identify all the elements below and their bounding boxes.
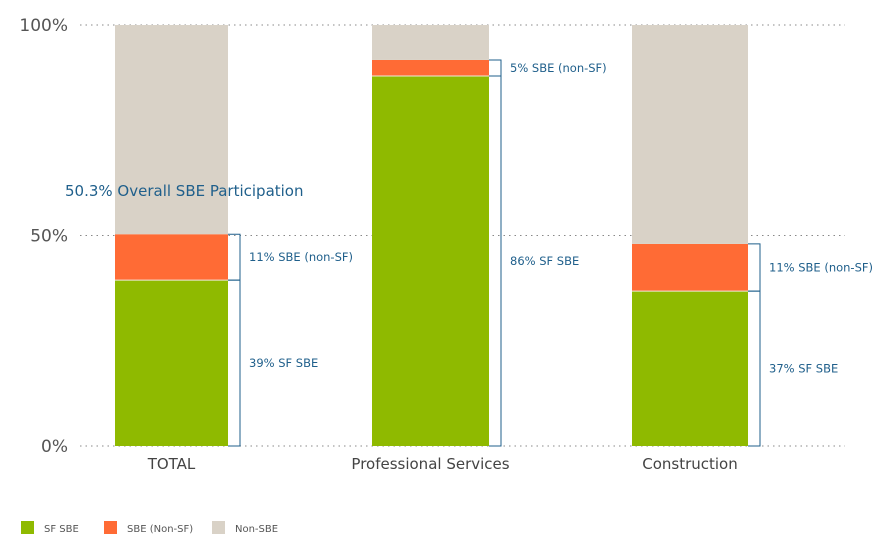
legend-label: SBE (Non-SF)	[127, 524, 193, 535]
legend-swatch	[21, 521, 34, 534]
y-tick-label: 100%	[19, 16, 68, 36]
bar-segment-sf-sbe	[372, 75, 489, 446]
nonsf-bracket-label: 11% SBE (non-SF)	[769, 260, 873, 274]
bar-segment-sbe-non-sf-	[632, 243, 748, 292]
y-tick-label: 0%	[41, 437, 68, 457]
bar-segment-sf-sbe	[115, 280, 228, 446]
category-label: Professional Services	[351, 455, 509, 473]
nonsf-bracket-label: 11% SBE (non-SF)	[249, 250, 353, 264]
sf-bracket-label: 86% SF SBE	[510, 254, 579, 268]
category-label: TOTAL	[147, 455, 196, 473]
bar-segment-non-sbe	[372, 25, 489, 60]
sf-bracket	[489, 75, 502, 447]
sf-bracket	[228, 279, 241, 447]
overall-annotation: 50.3% Overall SBE Participation	[65, 182, 304, 200]
bar-segment-sbe-non-sf-	[115, 234, 228, 281]
legend-label: Non-SBE	[235, 524, 278, 535]
category-label: Construction	[642, 455, 738, 473]
sf-bracket-label: 39% SF SBE	[249, 356, 318, 370]
bar-segment-non-sbe	[115, 25, 228, 235]
sf-bracket-label: 37% SF SBE	[769, 362, 838, 376]
nonsf-bracket	[228, 233, 241, 281]
bar-segment-non-sbe	[632, 25, 748, 244]
legend-item: SF SBE	[21, 521, 79, 535]
nonsf-bracket-label: 5% SBE (non-SF)	[510, 61, 607, 75]
nonsf-bracket	[748, 243, 761, 292]
bar-segment-sf-sbe	[632, 291, 748, 446]
bar-segment-sbe-non-sf-	[372, 59, 489, 76]
nonsf-bracket	[489, 59, 502, 77]
legend-item: Non-SBE	[212, 521, 278, 535]
legend-swatch	[212, 521, 225, 534]
sf-bracket	[748, 290, 761, 447]
legend-swatch	[104, 521, 117, 534]
legend-label: SF SBE	[44, 524, 79, 535]
y-tick-label: 50%	[30, 227, 68, 247]
legend-item: SBE (Non-SF)	[104, 521, 193, 535]
